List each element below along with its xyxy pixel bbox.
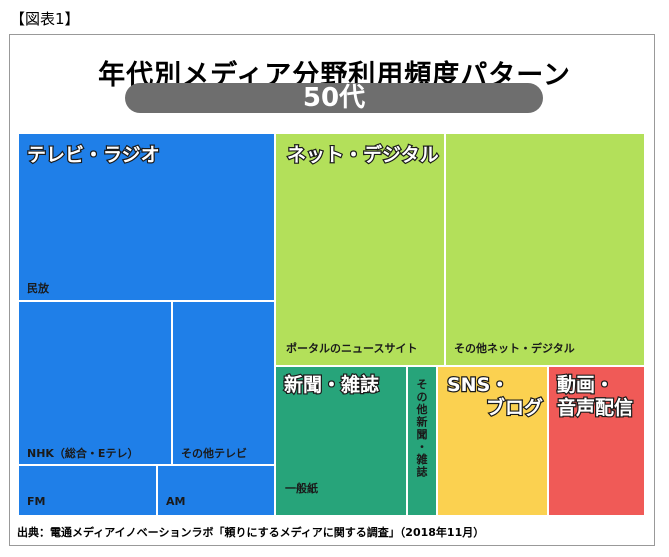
leaf-label-other-tv: その他テレビ xyxy=(181,446,247,460)
group-label-blog: ブログ xyxy=(486,396,543,419)
tile-video-audio xyxy=(547,365,646,517)
figure-label: 【図表1】 xyxy=(10,10,80,28)
leaf-label-nhk: NHK（総合・Eテレ） xyxy=(27,446,138,460)
group-label-audio: 音声配信 xyxy=(557,396,633,419)
tile-other-net xyxy=(444,132,646,367)
group-label-sns: SNS・ xyxy=(447,374,509,396)
tile-minpo xyxy=(17,132,276,302)
tile-fm xyxy=(17,464,158,517)
tile-am xyxy=(156,464,276,517)
leaf-label-am: AM xyxy=(166,495,185,508)
tile-other-tv xyxy=(171,300,276,466)
leaf-label-other-newspaper: その他新聞・雑誌 xyxy=(416,378,428,479)
group-label-tv-radio: テレビ・ラジオ xyxy=(27,144,160,166)
age-group-label: 50代 xyxy=(125,83,543,113)
tile-other-newspaper xyxy=(406,365,438,517)
tile-nhk xyxy=(17,300,173,466)
source-note: 出典：電通メディアイノベーションラボ「頼りにするメディアに関する調査」（2018… xyxy=(17,526,485,539)
tile-portal-news xyxy=(274,132,446,367)
tile-sns-blog xyxy=(436,365,549,517)
leaf-label-fm: FM xyxy=(27,495,45,508)
leaf-label-minpo: 民放 xyxy=(27,281,50,295)
group-label-net-digital: ネット・デジタル xyxy=(287,143,439,166)
group-label-video: 動画・ xyxy=(557,374,614,396)
group-label-newspaper: 新聞・雑誌 xyxy=(284,373,379,396)
leaf-label-portal-news: ポータルのニュースサイト xyxy=(286,341,417,355)
leaf-label-general-newspaper: 一般紙 xyxy=(285,481,318,495)
leaf-label-other-net: その他ネット・デジタル xyxy=(454,341,575,355)
